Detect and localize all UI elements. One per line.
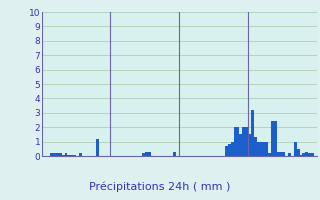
Bar — [228, 144, 231, 156]
Bar — [173, 152, 176, 156]
Bar — [268, 153, 271, 156]
Text: Précipitations 24h ( mm ): Précipitations 24h ( mm ) — [89, 182, 231, 192]
Bar — [225, 146, 228, 156]
Bar — [308, 153, 311, 156]
Bar — [236, 127, 239, 156]
Bar — [231, 142, 234, 156]
Bar — [288, 153, 291, 156]
Bar — [50, 153, 53, 156]
Bar — [300, 155, 302, 156]
Bar — [248, 134, 251, 156]
Bar — [305, 152, 308, 156]
Bar — [277, 152, 280, 156]
Bar — [56, 153, 59, 156]
Bar — [262, 142, 265, 156]
Bar — [274, 121, 277, 156]
Bar — [148, 152, 150, 156]
Bar — [245, 127, 248, 156]
Bar — [239, 134, 242, 156]
Bar — [254, 137, 257, 156]
Bar — [62, 155, 65, 156]
Bar — [260, 142, 262, 156]
Bar — [145, 152, 148, 156]
Bar — [282, 152, 285, 156]
Bar — [68, 155, 70, 156]
Bar — [242, 127, 245, 156]
Bar — [311, 153, 314, 156]
Bar — [234, 127, 236, 156]
Bar — [53, 153, 56, 156]
Bar — [294, 142, 297, 156]
Bar — [251, 110, 254, 156]
Bar — [96, 139, 99, 156]
Bar — [59, 153, 62, 156]
Bar — [271, 121, 274, 156]
Bar — [65, 153, 68, 156]
Bar — [265, 142, 268, 156]
Bar — [297, 149, 300, 156]
Bar — [280, 152, 282, 156]
Bar — [257, 142, 260, 156]
Bar — [73, 155, 76, 156]
Bar — [142, 153, 145, 156]
Bar — [70, 155, 73, 156]
Bar — [302, 153, 305, 156]
Bar — [79, 153, 82, 156]
